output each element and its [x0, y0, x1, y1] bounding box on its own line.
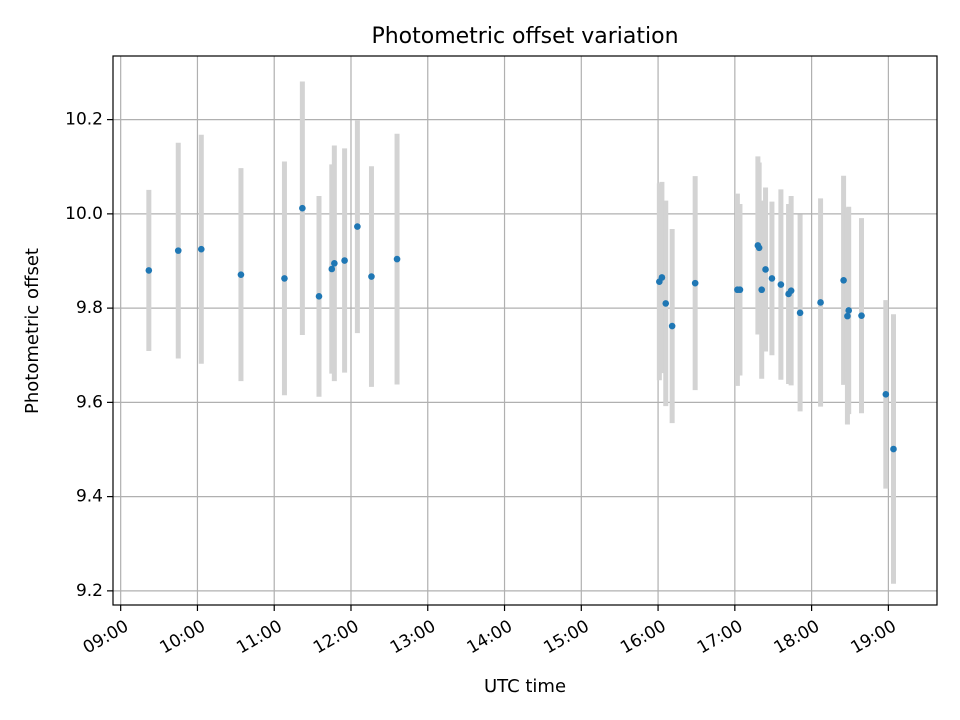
y-axis-title: Photometric offset	[22, 248, 43, 414]
data-point	[662, 300, 670, 307]
data-point	[237, 271, 245, 278]
data-point	[787, 287, 795, 294]
data-point	[882, 391, 890, 398]
data-point	[328, 265, 336, 273]
data-point	[858, 312, 865, 319]
data-point	[393, 255, 401, 263]
data-point	[817, 299, 824, 306]
data-point	[354, 223, 361, 230]
data-point	[658, 274, 666, 281]
data-point	[890, 445, 897, 453]
data-point	[844, 312, 851, 320]
y-tick-label: 9.2	[76, 581, 103, 601]
data-point	[691, 279, 699, 287]
y-tick-label: 9.8	[76, 298, 103, 318]
y-tick-label: 10.2	[65, 110, 103, 130]
data-point	[762, 266, 769, 273]
data-point	[736, 286, 744, 294]
data-point	[368, 273, 375, 280]
plot-frame	[112, 55, 938, 606]
y-tick-label: 9.4	[76, 487, 103, 507]
data-point	[197, 245, 205, 253]
data-point	[174, 247, 182, 254]
data-point	[755, 244, 763, 252]
data-point	[341, 257, 348, 264]
data-point	[796, 309, 804, 317]
data-point	[758, 286, 766, 294]
data-point	[777, 281, 785, 288]
data-point	[331, 260, 338, 267]
x-axis-title: UTC time	[484, 676, 566, 697]
data-point	[845, 307, 853, 314]
point-layer	[145, 204, 897, 453]
data-point	[768, 275, 776, 282]
data-point	[299, 204, 306, 212]
data-point	[281, 275, 288, 282]
data-point	[840, 277, 847, 284]
y-tick-label: 9.6	[76, 392, 103, 412]
chart-title: Photometric offset variation	[371, 24, 678, 49]
data-point	[668, 322, 676, 330]
y-tick-label: 10.0	[65, 204, 103, 224]
data-point	[145, 267, 153, 274]
data-point	[315, 293, 323, 300]
